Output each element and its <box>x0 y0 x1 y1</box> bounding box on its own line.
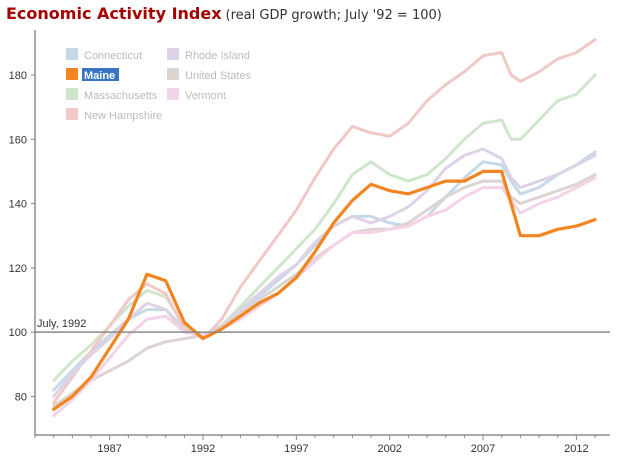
series-line-rhode-island[interactable] <box>52 147 597 398</box>
chart-title: Economic Activity Index <box>6 4 222 23</box>
reference-line-label: July, 1992 <box>37 318 86 330</box>
y-tick-label: 180 <box>9 70 27 82</box>
legend-label: New Hampshire <box>84 110 162 122</box>
y-tick-label: 160 <box>9 134 27 146</box>
legend-swatch <box>66 88 78 100</box>
series-line-connecticut[interactable] <box>52 150 597 392</box>
legend-label: Vermont <box>185 90 226 102</box>
legend-item-maine[interactable]: Maine <box>66 68 119 82</box>
legend-highlight <box>82 68 119 81</box>
legend-label: Massachusetts <box>84 90 158 102</box>
axis-layer: 1987 1992 1997 2002 2007 2012 80 100 120 140 160 18… <box>9 30 610 455</box>
series-line-maine[interactable] <box>52 169 597 411</box>
x-tick-label: 2002 <box>377 443 401 455</box>
series-layer <box>52 38 597 418</box>
legend-item-united-states[interactable]: United States <box>167 68 252 82</box>
legend-swatch <box>66 68 78 80</box>
x-tick-label: 2012 <box>564 443 588 455</box>
series-line-massachusetts[interactable] <box>52 73 597 382</box>
legend-item-new-hampshire[interactable]: New Hampshire <box>66 108 162 122</box>
legend-item-rhode-island[interactable]: Rhode Island <box>167 48 250 62</box>
legend-swatch <box>167 88 179 100</box>
legend-label: Rhode Island <box>185 50 250 62</box>
legend-label: United States <box>185 70 252 82</box>
x-tick-label: 1987 <box>97 443 121 455</box>
legend-swatch <box>66 108 78 120</box>
legend-item-connecticut[interactable]: Connecticut <box>66 48 142 62</box>
y-tick-label: 120 <box>9 263 27 275</box>
legend-item-vermont[interactable]: Vermont <box>167 88 226 102</box>
legend-swatch <box>167 68 179 80</box>
y-tick-label: 100 <box>9 327 27 339</box>
chart-subtitle: (real GDP growth; July '92 = 100) <box>225 8 442 23</box>
x-tick-label: 1992 <box>191 443 215 455</box>
reference-layer: July, 1992 <box>35 318 610 333</box>
chart-header: Economic Activity Index (real GDP growth;… <box>6 4 442 24</box>
legend-swatch <box>167 48 179 60</box>
x-tick-label: 1997 <box>284 443 308 455</box>
y-tick-label: 80 <box>15 391 27 403</box>
legend: Connecticut Maine Massachusetts New Hampshi… <box>66 48 252 122</box>
legend-label: Connecticut <box>84 50 142 62</box>
legend-label: Maine <box>84 70 115 82</box>
y-tick-label: 140 <box>9 199 27 211</box>
series-line-new-hampshire[interactable] <box>52 38 597 405</box>
x-tick-label: 2007 <box>471 443 495 455</box>
legend-item-massachusetts[interactable]: Massachusetts <box>66 88 158 102</box>
legend-swatch <box>66 48 78 60</box>
